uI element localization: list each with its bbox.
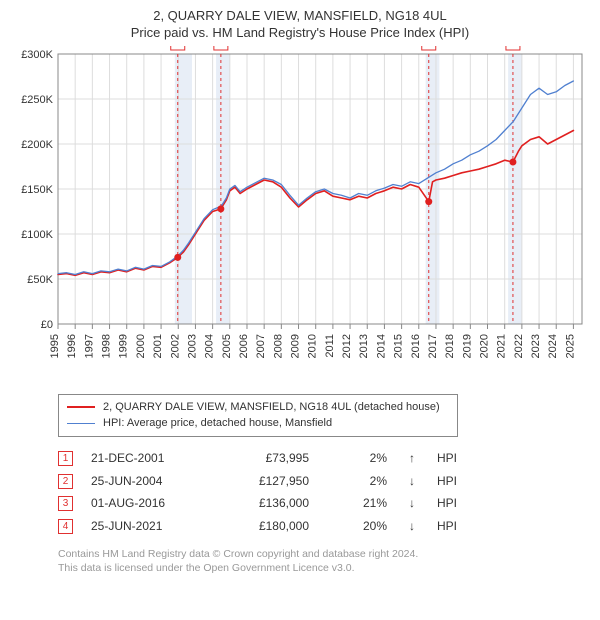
- chart: £0 £50K £100K £150K £200K £250K £300K 1995 1996 1…: [12, 46, 588, 386]
- arrow-up-icon: ↑: [405, 447, 419, 470]
- x-tick-label: 2017: [427, 334, 439, 358]
- legend-item: HPI: Average price, detached house, Mans…: [67, 415, 449, 432]
- sales-hpi-tag: HPI: [437, 470, 467, 493]
- x-tick-label: 2009: [290, 334, 302, 358]
- sales-pct: 21%: [327, 492, 387, 515]
- sales-date: 21-DEC-2001: [91, 447, 201, 470]
- legend-item: 2, QUARRY DALE VIEW, MANSFIELD, NG18 4UL…: [67, 399, 449, 416]
- x-tick-label: 1998: [101, 334, 113, 358]
- sales-hpi-tag: HPI: [437, 515, 467, 538]
- x-tick-label: 2003: [186, 334, 198, 358]
- x-tick-label: 1999: [118, 334, 130, 358]
- y-tick-label: £250K: [21, 94, 53, 106]
- legend-label: 2, QUARRY DALE VIEW, MANSFIELD, NG18 4UL…: [103, 399, 440, 416]
- arrow-down-icon: ↓: [405, 470, 419, 493]
- x-tick-label: 2019: [461, 334, 473, 358]
- x-tick-label: 2016: [410, 334, 422, 358]
- x-tick-label: 2001: [152, 334, 164, 358]
- x-tick-label: 2012: [341, 334, 353, 358]
- sales-row: 2 25-JUN-2004 £127,950 2% ↓ HPI: [58, 470, 588, 493]
- legend: 2, QUARRY DALE VIEW, MANSFIELD, NG18 4UL…: [58, 394, 458, 437]
- x-tick-label: 2022: [513, 334, 525, 358]
- sales-pct: 2%: [327, 447, 387, 470]
- x-tick-label: 2025: [564, 334, 576, 358]
- footer-line-2: This data is licensed under the Open Gov…: [58, 562, 588, 576]
- x-tick-label: 2023: [530, 334, 542, 358]
- sale-dot: [509, 158, 516, 165]
- sales-price: £136,000: [219, 492, 309, 515]
- y-tick-label: £100K: [21, 229, 53, 241]
- x-tick-label: 2013: [358, 334, 370, 358]
- sales-price: £127,950: [219, 470, 309, 493]
- sales-row: 4 25-JUN-2021 £180,000 20% ↓ HPI: [58, 515, 588, 538]
- sales-price: £73,995: [219, 447, 309, 470]
- y-tick-label: £200K: [21, 139, 53, 151]
- sale-dot: [425, 198, 432, 205]
- y-tick-label: £0: [41, 319, 53, 331]
- sales-marker: 2: [58, 474, 73, 489]
- marker-number: 1: [175, 46, 181, 49]
- x-tick-label: 2014: [375, 334, 387, 358]
- x-tick-label: 2010: [307, 334, 319, 358]
- sales-marker: 3: [58, 496, 73, 511]
- sales-row: 3 01-AUG-2016 £136,000 21% ↓ HPI: [58, 492, 588, 515]
- sales-date: 01-AUG-2016: [91, 492, 201, 515]
- marker-number: 4: [510, 46, 516, 49]
- page-title: 2, QUARRY DALE VIEW, MANSFIELD, NG18 4UL: [12, 8, 588, 25]
- x-tick-label: 2005: [221, 334, 233, 358]
- sales-pct: 2%: [327, 470, 387, 493]
- y-tick-label: £50K: [27, 274, 53, 286]
- chart-svg: £0 £50K £100K £150K £200K £250K £300K 1995 1996 1…: [12, 46, 588, 386]
- sales-table: 1 21-DEC-2001 £73,995 2% ↑ HPI 2 25-JUN-2004 £12…: [58, 447, 588, 538]
- sales-row: 1 21-DEC-2001 £73,995 2% ↑ HPI: [58, 447, 588, 470]
- page-subtitle: Price paid vs. HM Land Registry's House …: [12, 25, 588, 40]
- legend-swatch: [67, 423, 95, 424]
- footer-line-1: Contains HM Land Registry data © Crown c…: [58, 548, 588, 562]
- x-tick-label: 2020: [479, 334, 491, 358]
- x-tick-label: 2002: [169, 334, 181, 358]
- sales-pct: 20%: [327, 515, 387, 538]
- arrow-down-icon: ↓: [405, 515, 419, 538]
- sales-price: £180,000: [219, 515, 309, 538]
- x-tick-label: 1996: [66, 334, 78, 358]
- legend-label: HPI: Average price, detached house, Mans…: [103, 415, 332, 432]
- x-tick-label: 2015: [393, 334, 405, 358]
- sale-dot: [174, 254, 181, 261]
- x-tick-label: 1995: [49, 334, 61, 358]
- legend-swatch: [67, 406, 95, 408]
- sales-marker: 1: [58, 451, 73, 466]
- x-tick-label: 2004: [204, 334, 216, 358]
- marker-number: 2: [218, 46, 224, 49]
- x-tick-label: 1997: [83, 334, 95, 358]
- x-tick-label: 2007: [255, 334, 267, 358]
- y-tick-label: £150K: [21, 184, 53, 196]
- sales-date: 25-JUN-2004: [91, 470, 201, 493]
- sale-dot: [217, 205, 224, 212]
- marker-number: 3: [426, 46, 432, 49]
- arrow-down-icon: ↓: [405, 492, 419, 515]
- x-tick-label: 2018: [444, 334, 456, 358]
- x-tick-label: 2011: [324, 334, 336, 358]
- x-tick-label: 2021: [496, 334, 508, 358]
- sales-marker: 4: [58, 519, 73, 534]
- footer-note: Contains HM Land Registry data © Crown c…: [58, 548, 588, 575]
- y-tick-label: £300K: [21, 49, 53, 61]
- x-tick-label: 2000: [135, 334, 147, 358]
- sales-hpi-tag: HPI: [437, 447, 467, 470]
- x-tick-label: 2008: [272, 334, 284, 358]
- sales-hpi-tag: HPI: [437, 492, 467, 515]
- x-tick-label: 2024: [547, 334, 559, 358]
- x-tick-label: 2006: [238, 334, 250, 358]
- sales-date: 25-JUN-2021: [91, 515, 201, 538]
